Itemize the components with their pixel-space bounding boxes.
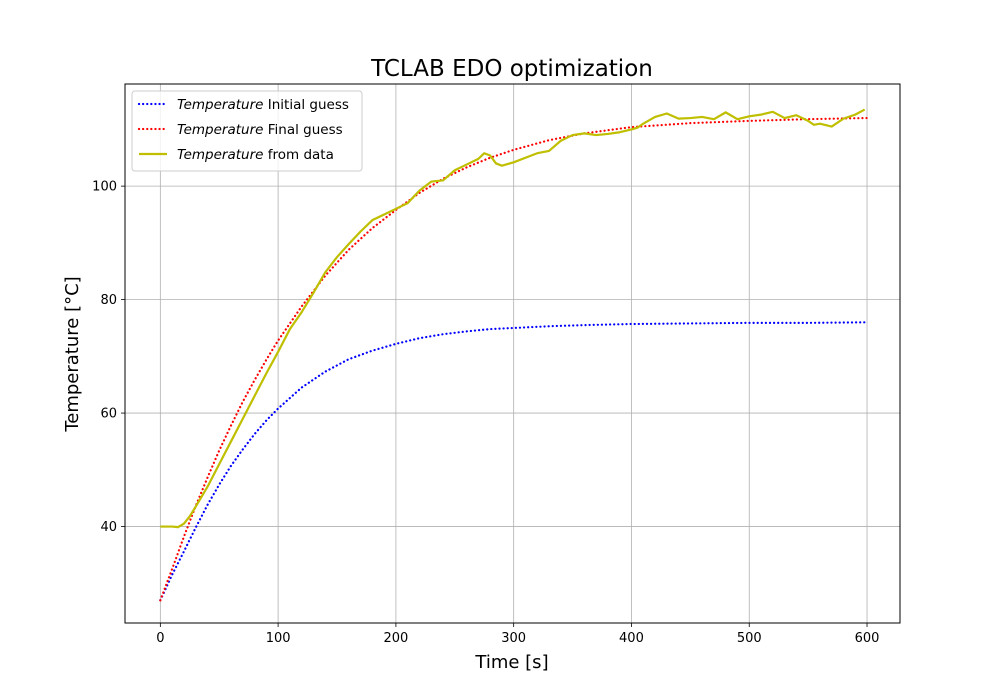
- y-axis-label: Temperature [°C]: [62, 276, 83, 432]
- x-tick-label: 100: [266, 631, 291, 646]
- chart-title: TCLAB EDO optimization: [370, 56, 653, 82]
- x-ticks: 0 100 200 300 400 500 600: [156, 623, 879, 646]
- y-tick-label: 40: [100, 520, 117, 535]
- legend: Temperature Initial guess Temperature Fin…: [131, 90, 363, 172]
- y-ticks: 40 60 80 100: [92, 180, 125, 535]
- x-tick-label: 0: [156, 631, 164, 646]
- series-line-final-guess: [159, 116, 869, 602]
- legend-entries: Temperature Initial guess Temperature Fin…: [137, 97, 349, 163]
- x-axis-label: Time [s]: [474, 652, 548, 673]
- x-tick-label: 500: [737, 631, 762, 646]
- legend-label-initial-guess: Temperature Initial guess: [177, 97, 349, 113]
- y-tick-label: 80: [100, 293, 117, 308]
- grid: [125, 84, 900, 623]
- legend-box: [131, 90, 363, 172]
- x-tick-label: 300: [501, 631, 526, 646]
- series-line-from-data: [160, 108, 866, 529]
- legend-label-final-guess: Temperature Final guess: [177, 122, 343, 138]
- series-line-initial-guess: [159, 321, 869, 602]
- x-tick-label: 200: [383, 631, 408, 646]
- y-tick-label: 60: [100, 407, 117, 422]
- series-layer: [159, 108, 869, 602]
- legend-label-from-data: Temperature from data: [177, 147, 334, 163]
- x-tick-label: 600: [855, 631, 880, 646]
- plot-frame: [124, 83, 901, 624]
- y-tick-label: 100: [92, 180, 117, 195]
- x-tick-label: 400: [619, 631, 644, 646]
